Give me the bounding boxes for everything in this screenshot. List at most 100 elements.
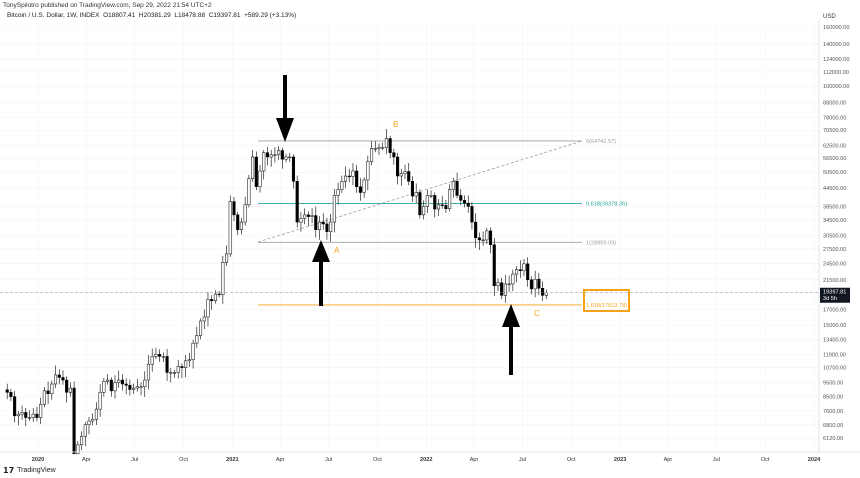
candle-body	[35, 413, 39, 418]
candle-body	[518, 269, 522, 271]
price-tick-label: 124000.00	[823, 57, 849, 63]
candle-body	[198, 320, 203, 336]
candle-down	[265, 146, 270, 166]
candle-down	[236, 211, 240, 236]
candle-down	[314, 206, 318, 238]
candle-up	[16, 411, 20, 426]
price-tick-label: 34500.00	[823, 218, 846, 224]
candle-down	[13, 390, 17, 423]
candle-up	[20, 405, 24, 420]
candle-up	[135, 378, 139, 392]
time-tick-label: Jul	[131, 457, 138, 463]
candle-up	[102, 377, 106, 397]
candle-down	[407, 162, 411, 186]
candle-up	[351, 163, 355, 186]
candle-up	[98, 384, 102, 417]
candle-up	[377, 143, 381, 156]
price-tick-label: 6800.00	[823, 423, 843, 429]
publisher-line: TonySpilotro published on TradingView.co…	[3, 2, 212, 9]
candle-up	[106, 374, 110, 385]
candle-down	[529, 276, 533, 295]
candle-body	[440, 204, 444, 206]
candle-body	[254, 156, 258, 188]
candle-down	[120, 374, 125, 391]
candle-up	[195, 326, 199, 348]
candle-up	[176, 359, 180, 379]
candle-down	[388, 135, 392, 159]
candle-up	[362, 177, 366, 198]
candle-body	[247, 178, 251, 206]
candle-down	[541, 281, 545, 301]
candle-down	[165, 348, 169, 381]
wave-label-b: B	[393, 120, 399, 129]
candle-body	[392, 152, 396, 158]
candle-up	[533, 270, 537, 298]
candle-up	[169, 368, 173, 383]
candle-body	[362, 179, 366, 193]
candle-body	[455, 181, 459, 196]
candle-body	[9, 392, 13, 397]
candle-down	[9, 388, 13, 402]
time-tick-label: Oct	[179, 457, 188, 463]
time-tick-label: Apr	[82, 457, 91, 463]
candle-body	[91, 419, 95, 422]
candle-body	[53, 374, 58, 385]
candle-up	[425, 190, 429, 213]
candle-down	[72, 381, 76, 455]
ohlc-close: C19397.81	[208, 12, 241, 19]
candle-down	[526, 257, 530, 287]
time-axis[interactable]: 2020 Apr Jul Oct 2021 Apr Jul Oct 2022 Apr Jul Oct 2…	[32, 457, 821, 463]
candle-body	[280, 150, 284, 160]
tradingview-logo[interactable]: 𝟭𝟳 TradingView	[3, 466, 56, 475]
candle-down	[492, 237, 496, 296]
candle-body	[444, 205, 448, 209]
candle-up	[481, 231, 485, 246]
candle-body	[291, 156, 296, 182]
candle-body	[496, 282, 500, 287]
price-tick-label: 44500.00	[823, 186, 846, 192]
time-tick-label: Apr	[276, 457, 285, 463]
candle-down	[180, 363, 184, 379]
candle-body	[544, 292, 548, 296]
candle-body	[80, 436, 84, 446]
candle-down	[124, 378, 128, 395]
candle-up	[132, 383, 136, 394]
candle-body	[384, 138, 388, 148]
svg-text:3d 5h: 3d 5h	[823, 296, 837, 302]
candle-up	[39, 397, 43, 424]
candle-body	[325, 223, 329, 232]
candle-body	[422, 206, 426, 216]
symbol-name: Bitcoin / U.S. Dollar, 1W, INDEX	[7, 12, 100, 19]
candle-down	[466, 195, 470, 213]
price-tick-label: 70500.00	[823, 128, 846, 134]
candle-body	[366, 161, 370, 181]
candle-up	[225, 245, 229, 266]
candle-up	[277, 146, 281, 161]
candle-body	[529, 279, 533, 290]
tradingview-logo-icon: 𝟭𝟳	[3, 466, 15, 475]
price-axis[interactable]: 160000.00 140000.00 124000.00 112000.00 1000…	[823, 25, 849, 442]
ohlc-low: L18478.88	[174, 12, 206, 19]
candle-body	[113, 382, 117, 392]
logo-text: TradingView	[17, 467, 56, 474]
candle-up	[68, 382, 72, 397]
candle-up	[303, 208, 307, 225]
candle-down	[232, 197, 236, 222]
candle-body	[169, 372, 173, 374]
candle-up	[370, 141, 374, 166]
candle-body	[180, 366, 184, 368]
candle-down	[217, 290, 221, 298]
price-tick-label: 160000.00	[823, 25, 849, 31]
candle-body	[388, 138, 392, 153]
candle-down	[321, 213, 325, 230]
candle-body	[132, 387, 136, 390]
candle-up	[213, 290, 217, 304]
price-tick-label: 62500.00	[823, 143, 846, 149]
time-tick-label: Oct	[373, 457, 382, 463]
candle-down	[477, 232, 481, 251]
candle-body	[20, 412, 24, 415]
fib-level-label: 0.618(39378.36)	[586, 202, 627, 208]
candle-body	[5, 389, 9, 393]
candle-body	[329, 221, 333, 232]
